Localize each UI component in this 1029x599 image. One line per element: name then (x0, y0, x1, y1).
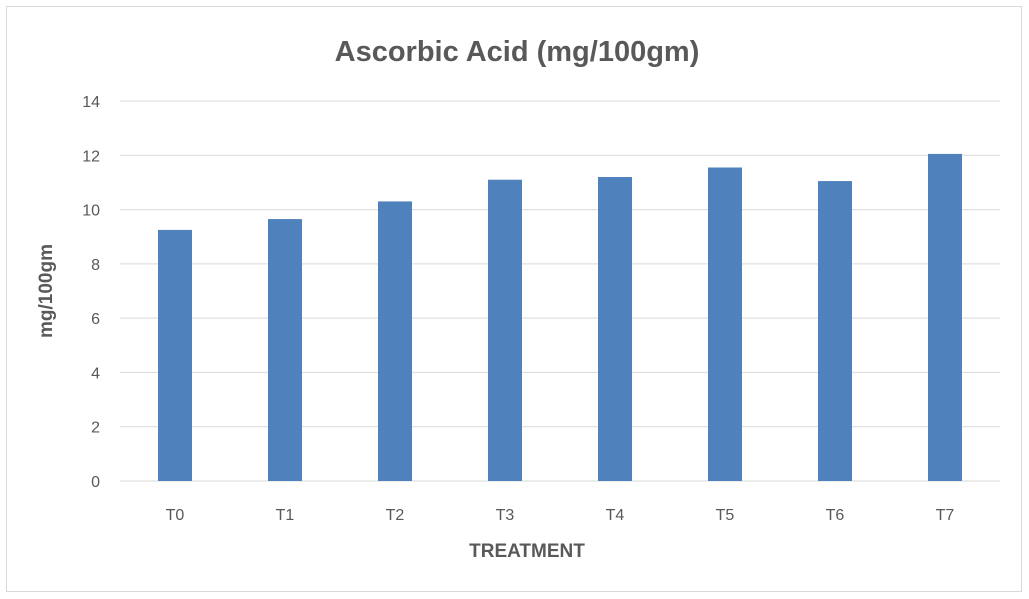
y-tick-label: 0 (91, 474, 100, 491)
y-axis-title: mg/100gm (36, 244, 57, 338)
bar-t0 (158, 229, 192, 481)
bar-t4 (598, 177, 632, 481)
x-tick-label: T6 (826, 507, 845, 524)
y-tick-label: 14 (82, 94, 100, 111)
bar-t3 (488, 179, 522, 481)
x-tick-label: T5 (716, 507, 735, 524)
x-tick-label: T3 (496, 507, 515, 524)
gridlines (120, 100, 1000, 482)
y-tick-label: 4 (91, 365, 100, 382)
bar-t2 (378, 201, 412, 481)
x-axis-title: TREATMENT (469, 541, 585, 562)
bars (158, 153, 962, 482)
x-tick-label: T2 (386, 507, 405, 524)
y-tick-label: 2 (91, 420, 100, 437)
x-tick-label: T0 (166, 507, 185, 524)
bar-t7 (928, 153, 962, 481)
x-axis-ticks: T0 T1 T2 T3 T4 T5 T6 T7 (166, 507, 955, 524)
bar-t6 (818, 181, 852, 482)
bar-t5 (708, 167, 742, 481)
y-axis-ticks: 0 2 4 6 8 10 12 14 (82, 94, 100, 491)
y-tick-label: 12 (82, 148, 100, 165)
x-tick-label: T1 (276, 507, 295, 524)
chart-title: Ascorbic Acid (mg/100gm) (335, 36, 700, 68)
y-tick-label: 10 (82, 203, 100, 220)
x-tick-label: T4 (606, 507, 625, 524)
bar-t1 (268, 219, 302, 482)
x-tick-label: T7 (936, 507, 955, 524)
y-tick-label: 8 (91, 257, 100, 274)
y-tick-label: 6 (91, 311, 100, 328)
